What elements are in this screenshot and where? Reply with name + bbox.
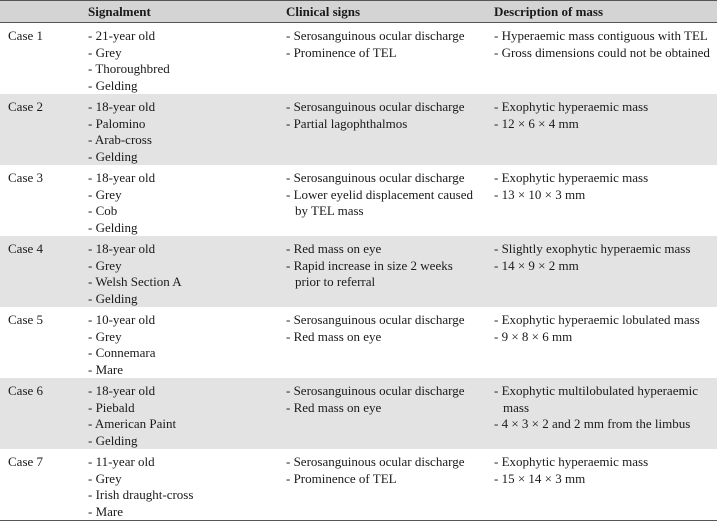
list-item: - Hyperaemic mass contiguous with TEL	[494, 28, 708, 43]
list-item: - Irish draught-cross	[88, 487, 194, 502]
list-item: - Mare	[88, 503, 124, 519]
list-item: - Grey	[88, 470, 122, 486]
clinical-signs-cell: - Serosanguinous ocular discharge - Red m…	[278, 378, 486, 449]
list-item: - Gelding	[88, 77, 138, 93]
list-item: - 21-year old	[88, 28, 156, 43]
list-item: - Partial lagophthalmos	[286, 115, 408, 131]
header-cell: Description of mass	[486, 0, 717, 23]
list-item: - Arab-cross	[88, 132, 152, 147]
list-item: - 12 × 6 × 4 mm	[494, 115, 579, 131]
signalment-cell: - 18-year old - Piebald - American Paint - …	[80, 378, 278, 449]
case-cell: Case 2	[0, 94, 80, 165]
header-cell: Clinical signs	[278, 0, 486, 23]
case-cell: Case 5	[8, 312, 44, 327]
clinical-signs-cell: - Serosanguinous ocular discharge - Promi…	[278, 449, 486, 521]
list-item: - 15 × 14 × 3 mm	[494, 470, 586, 486]
list-item: - American Paint	[88, 416, 177, 431]
signalment-cell: - 10-year old - Grey - Connemara - Mare	[80, 307, 278, 378]
clinical-signs-cell: - Serosanguinous ocular discharge - Lower…	[278, 165, 486, 236]
signalment-cell: - 11-year old - Grey - Irish draught-cross…	[80, 449, 278, 521]
list-item: - 10-year old	[88, 312, 156, 327]
list-item: - 4 × 3 × 2 and 2 mm from the limbus	[494, 416, 691, 431]
list-item: - Exophytic hyperaemic lobulated mass	[494, 312, 700, 327]
list-item: - 18-year old	[88, 170, 156, 185]
list-item: - 18-year old	[88, 241, 156, 256]
list-item: - Exophytic hyperaemic mass	[494, 99, 649, 114]
header-cell: Signalment	[80, 0, 278, 23]
list-item: - 13 × 10 × 3 mm	[494, 186, 586, 202]
signalment-cell: - 18-year old - Grey - Welsh Section A- Ge…	[80, 236, 278, 307]
list-item: - Lower eyelid displacement caused by TE…	[286, 186, 473, 219]
list-item: - Piebald	[88, 399, 135, 415]
signalment-cell: - 21-year old - Grey - Thoroughbred - Geldi…	[80, 23, 278, 95]
list-item: - 18-year old	[88, 99, 156, 114]
clinical-signs-cell: - Serosanguinous ocular discharge - Promi…	[278, 23, 486, 95]
list-item: - Slightly exophytic hyperaemic mass	[494, 241, 691, 256]
list-item: - Gelding	[88, 432, 138, 448]
list-item: - Prominence of TEL	[286, 44, 397, 60]
list-item: - Serosanguinous ocular discharge	[286, 170, 465, 185]
list-item: - Gelding	[88, 290, 138, 306]
table-row: Case 3- 18-year old - Grey - Cob - Gelding -…	[0, 165, 717, 236]
list-item: - Grey	[88, 328, 122, 344]
list-item: - Gross dimensions could not be obtained	[494, 44, 710, 60]
table-row: Case 5 - 10-year old - Grey - Connemara - Ma…	[0, 307, 717, 378]
list-item: - Red mass on eye	[286, 399, 382, 415]
list-item: - Grey	[88, 44, 122, 60]
list-item: - Exophytic hyperaemic mass	[494, 454, 649, 469]
case-cell: Case 3	[8, 170, 44, 185]
list-item: - Serosanguinous ocular discharge	[286, 383, 465, 398]
list-item: - Exophytic hyperaemic mass	[494, 170, 649, 185]
clinical-signs-cell: - Serosanguinous ocular discharge - Parti…	[278, 94, 486, 165]
description-cell: - Exophytic multilobulated hyperaemic ma…	[486, 378, 717, 449]
case-cell: Case 4	[0, 236, 80, 307]
case-cell: Case 7	[8, 454, 44, 469]
clinical-signs-cell: - Serosanguinous ocular discharge - Red m…	[278, 307, 486, 378]
list-item: - Prominence of TEL	[286, 470, 397, 486]
list-item: - Welsh Section A	[88, 274, 182, 289]
description-cell: - Exophytic hyperaemic lobulated mass - 9…	[486, 307, 717, 378]
list-item: - Serosanguinous ocular discharge	[286, 28, 465, 43]
table-row: Case 1- 21-year old - Grey - Thoroughbred -…	[0, 23, 717, 95]
table-row: Case 2- 18-year old - Palomino - Arab-cros…	[0, 94, 717, 165]
case-cell: Case 1	[8, 28, 44, 43]
list-item: - Serosanguinous ocular discharge	[286, 99, 465, 114]
list-item: - Serosanguinous ocular discharge	[286, 454, 465, 469]
list-item: - 11-year old	[88, 454, 155, 469]
description-cell: - Exophytic hyperaemic mass - 15 × 14 × 3…	[486, 449, 717, 521]
description-cell: - Exophytic hyperaemic mass - 12 × 6 × 4 …	[486, 94, 717, 165]
list-item: - Red mass on eye	[286, 241, 382, 256]
list-item: - 9 × 8 × 6 mm	[494, 328, 573, 344]
list-item: - Palomino	[88, 115, 146, 131]
description-cell: - Exophytic hyperaemic mass - 13 × 10 × 3…	[486, 165, 717, 236]
description-cell: - Hyperaemic mass contiguous with TEL - G…	[486, 23, 717, 95]
list-item: - Grey	[88, 257, 122, 273]
list-item: - Mare	[88, 361, 124, 377]
list-item: - Grey	[88, 186, 122, 202]
list-item: - Serosanguinous ocular discharge	[286, 312, 465, 327]
header-row: Signalment Clinical signs Description of…	[0, 0, 717, 23]
table-row: Case 6- 18-year old - Piebald - American P…	[0, 378, 717, 449]
signalment-cell: - 18-year old - Palomino - Arab-cross - Gel…	[80, 94, 278, 165]
list-item: - Gelding	[88, 219, 138, 235]
list-item: - Gelding	[88, 148, 138, 164]
list-item: - Exophytic multilobulated hyperaemic ma…	[494, 383, 698, 415]
header-cell	[0, 0, 80, 23]
table-row: Case 4- 18-year old - Grey - Welsh Section…	[0, 236, 717, 307]
description-cell: - Slightly exophytic hyperaemic mass - 14…	[486, 236, 717, 307]
list-item: - 18-year old	[88, 383, 156, 398]
signalment-cell: - 18-year old - Grey - Cob - Gelding	[80, 165, 278, 236]
list-item: - 14 × 9 × 2 mm	[494, 257, 579, 273]
list-item: - Connemara	[88, 345, 156, 360]
list-item: - Thoroughbred	[88, 61, 170, 76]
clinical-signs-cell: - Red mass on eye - Rapid increase in siz…	[278, 236, 486, 307]
case-cell: Case 6	[0, 378, 80, 449]
list-item: - Cob	[88, 203, 118, 218]
table-row: Case 7 - 11-year old - Grey - Irish draught…	[0, 449, 717, 521]
list-item: - Rapid increase in size 2 weeks prior t…	[286, 257, 453, 290]
table-body: Case 1- 21-year old - Grey - Thoroughbred -…	[0, 23, 717, 521]
list-item: - Red mass on eye	[286, 328, 382, 344]
